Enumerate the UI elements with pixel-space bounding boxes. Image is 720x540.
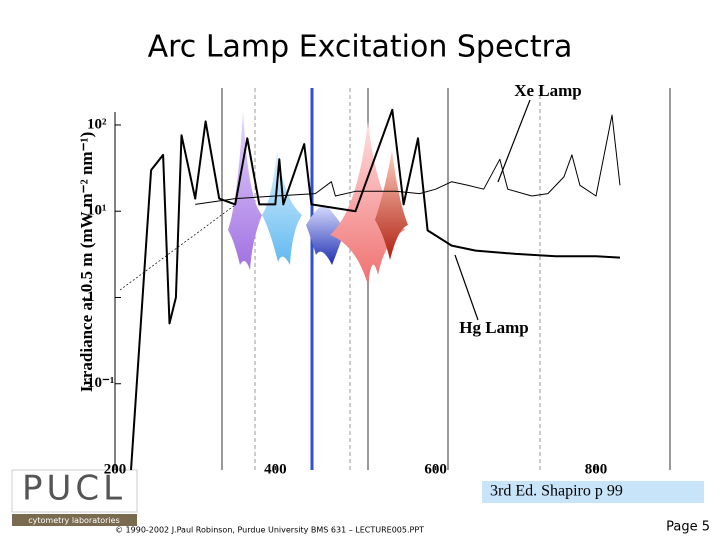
y-tick-label: 1 <box>87 289 95 305</box>
y-tick-label: 10² <box>87 116 107 132</box>
chart-title: Arc Lamp Excitation Spectra <box>148 30 573 65</box>
copyright: © 1990-2002 J.Paul Robinson, Purdue Univ… <box>115 526 424 535</box>
logo-box <box>11 469 138 513</box>
annotation: Hg Lamp <box>459 318 528 337</box>
line <box>195 114 621 205</box>
source: 3rd Ed. Shapiro p 99 <box>490 483 623 500</box>
x-tick-label: 400 <box>264 461 287 477</box>
line <box>130 108 621 471</box>
laser-lines <box>221 88 671 470</box>
y-tick-label: 10¹ <box>87 203 107 219</box>
logo: PUCL <box>22 469 126 509</box>
annotation-arrow <box>497 99 531 183</box>
page-number: Page 5 <box>666 520 710 535</box>
annotation: Xe Lamp <box>514 81 582 100</box>
source-box <box>482 481 704 503</box>
x-tick-label: 200 <box>104 461 127 477</box>
dye-spectra <box>228 110 408 285</box>
y-axis-label: Irradiance at 0.5 m (mW m⁻² nm⁻¹) <box>77 132 96 393</box>
x-tick-label: 800 <box>585 461 608 477</box>
annotation-arrow <box>454 254 479 321</box>
logo-band <box>12 514 137 526</box>
x-tick-label: 600 <box>424 461 447 477</box>
y-tick-label: 10⁻¹ <box>87 375 114 391</box>
logo-sub: cytometry laboratories <box>28 516 120 525</box>
